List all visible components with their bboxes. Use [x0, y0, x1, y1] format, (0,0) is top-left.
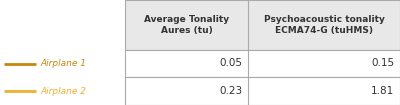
- Text: Psychoacoustic tonality
ECMA74-G (tuHMS): Psychoacoustic tonality ECMA74-G (tuHMS): [264, 15, 384, 35]
- Text: 1.81: 1.81: [371, 86, 394, 96]
- Text: Airplane 1: Airplane 1: [40, 59, 86, 68]
- Text: Average Tonality
Aures (tu): Average Tonality Aures (tu): [144, 15, 229, 35]
- Bar: [125, 50, 400, 77]
- Text: 0.05: 0.05: [219, 58, 242, 68]
- Bar: [125, 0, 400, 50]
- Bar: [125, 77, 400, 105]
- Text: Airplane 2: Airplane 2: [40, 87, 86, 96]
- Text: 0.23: 0.23: [219, 86, 242, 96]
- Text: 0.15: 0.15: [371, 58, 394, 68]
